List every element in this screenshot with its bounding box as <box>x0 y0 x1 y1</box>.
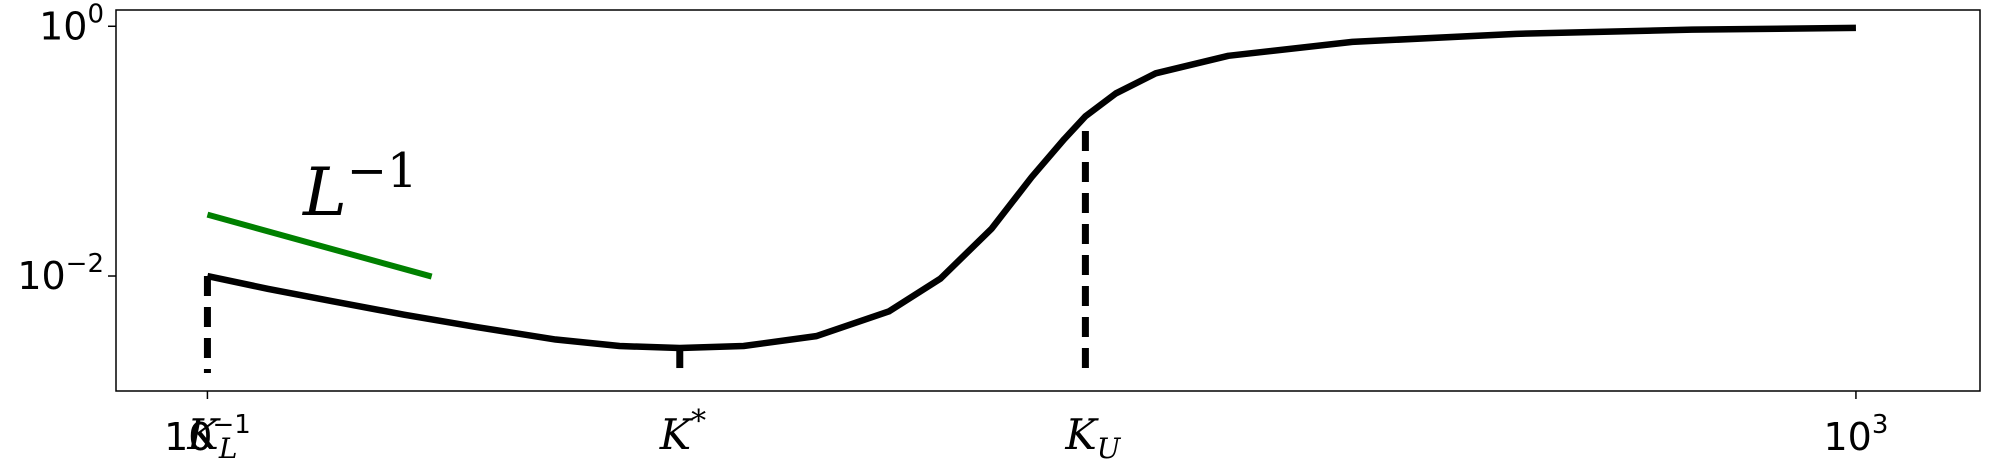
y-tick-label-1: 10−2 <box>17 249 104 298</box>
series-main-line <box>206 24 1856 352</box>
x-tick-label-1: 103 <box>1823 410 1888 459</box>
series-layer <box>206 24 1856 352</box>
y-tick-label-0: 100 <box>39 0 104 48</box>
marker-label-1: K* <box>659 404 706 459</box>
x-tick-label-0: 10−1 <box>164 410 251 459</box>
ticks-layer: 10−1 103 100 10−2 <box>17 0 1888 459</box>
annotation-l-inverse: L−1 <box>302 143 418 231</box>
vlines-layer <box>203 130 1089 373</box>
series-reference-line <box>206 211 433 280</box>
plot-frame <box>115 9 1981 392</box>
marker-label-2: KU <box>1064 410 1121 465</box>
labels-layer: KL K* KUL−1 <box>186 143 1121 465</box>
